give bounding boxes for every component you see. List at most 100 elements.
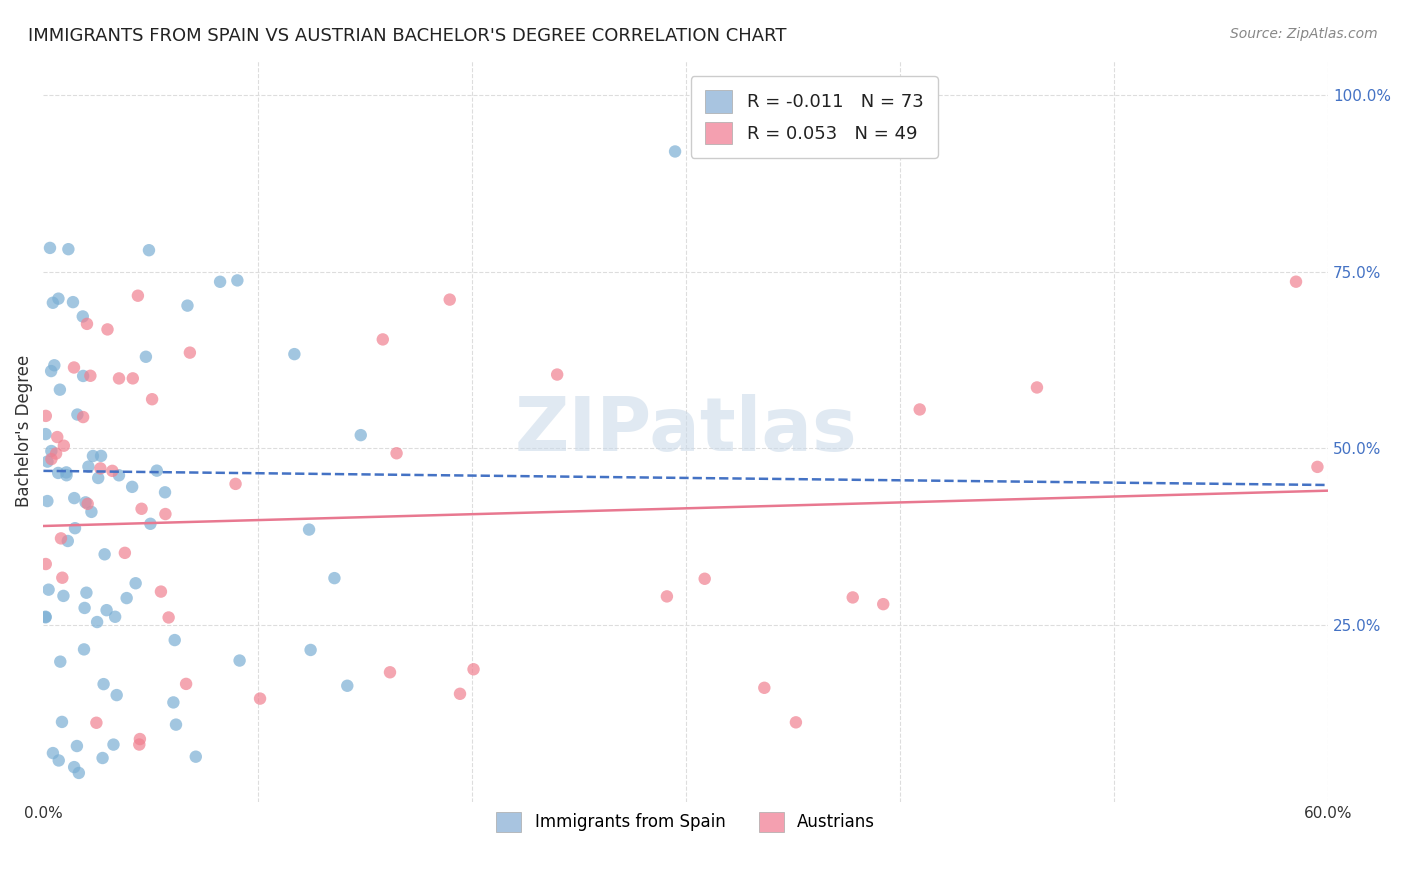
Point [46,466,69,480]
Point [82,449,104,463]
Point [225,476,247,491]
Point [55,466,77,480]
Point [63,760,86,774]
Point [139,516,162,531]
Point [149,584,172,599]
Point [336,679,359,693]
Point [146,464,169,478]
Point [184,749,207,764]
Point [128,732,150,747]
Point [91,751,114,765]
Point [163,633,186,648]
Point [114,546,136,560]
Point [124,576,146,591]
Point [49,655,72,669]
Point [153,485,176,500]
Point [754,681,776,695]
Point [39,241,62,255]
Point [115,591,138,605]
Point [73,642,96,657]
Point [108,371,131,385]
Point [34,427,56,442]
Point [72,310,94,324]
Point [42,746,65,760]
Point [62,295,84,310]
Point [63,491,86,505]
Text: Source: ZipAtlas.com: Source: ZipAtlas.com [1230,27,1378,41]
Point [37,454,59,468]
Point [34,609,56,624]
Legend: Immigrants from Spain, Austrians: Immigrants from Spain, Austrians [484,798,889,846]
Point [1026,380,1049,394]
Point [121,371,143,385]
Point [664,145,686,159]
Point [51,571,73,585]
Point [38,582,60,597]
Point [80,505,103,519]
Point [165,717,187,731]
Point [41,452,63,467]
Point [449,687,471,701]
Point [35,409,58,423]
Text: IMMIGRANTS FROM SPAIN VS AUSTRIAN BACHELOR'S DEGREE CORRELATION CHART: IMMIGRANTS FROM SPAIN VS AUSTRIAN BACHEL… [28,27,786,45]
Point [63,521,86,535]
Point [96,322,118,336]
Point [48,292,70,306]
Point [34,610,56,624]
Point [439,293,461,307]
Point [76,497,98,511]
Point [42,295,65,310]
Point [48,754,70,768]
Point [101,464,124,478]
Point [908,402,931,417]
Y-axis label: Bachelor's Degree: Bachelor's Degree [15,354,32,507]
Point [298,523,321,537]
Point [46,430,69,444]
Point [41,444,63,458]
Point [176,299,198,313]
Point [55,468,77,483]
Point [77,459,100,474]
Point [371,333,394,347]
Point [323,571,346,585]
Point [72,410,94,425]
Point [66,739,89,753]
Point [52,589,75,603]
Point [141,392,163,407]
Point [655,590,678,604]
Point [72,368,94,383]
Point [103,738,125,752]
Point [385,446,408,460]
Point [67,766,90,780]
Point [37,494,59,508]
Point [283,347,305,361]
Point [51,714,73,729]
Point [35,557,58,571]
Point [174,677,197,691]
Point [87,471,110,485]
Point [249,691,271,706]
Point [128,738,150,752]
Point [463,662,485,676]
Point [104,609,127,624]
Point [96,603,118,617]
Point [693,572,716,586]
Point [86,615,108,629]
Point [93,547,115,561]
Point [66,408,89,422]
Point [135,350,157,364]
Point [155,507,177,521]
Point [1285,275,1308,289]
Point [90,449,112,463]
Point [162,695,184,709]
Point [39,364,62,378]
Point [138,243,160,257]
Point [228,654,250,668]
Point [86,715,108,730]
Point [299,643,322,657]
Point [1306,459,1329,474]
Point [872,597,894,611]
Point [157,610,180,624]
Point [52,439,75,453]
Point [73,601,96,615]
